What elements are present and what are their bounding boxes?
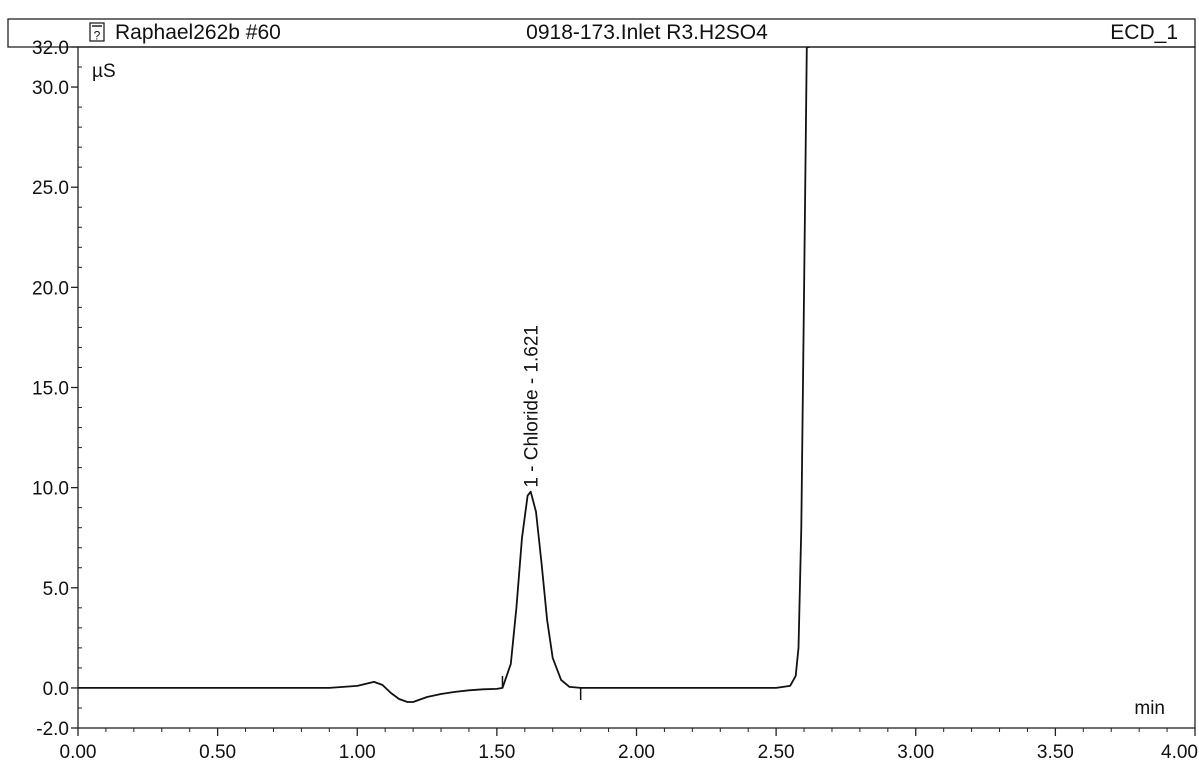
y-axis-unit-label: µS xyxy=(92,61,116,82)
y-tick-label: -2.0 xyxy=(36,719,69,740)
y-axis: -2.0 0.0 5.0 10.0 15.0 20.0 25.0 30.0 32.0 xyxy=(32,38,82,740)
x-tick-label: 0.50 xyxy=(199,742,236,763)
x-tick-label: 4.00 xyxy=(1161,742,1198,763)
integration-marks xyxy=(501,675,582,700)
header-bar xyxy=(7,18,1196,48)
peak-label: 1 - Chloride - 1.621 xyxy=(522,325,543,488)
peak-labels: 1 - Chloride - 1.621 xyxy=(522,325,543,488)
signal-trace xyxy=(78,47,810,703)
x-tick-label: 0.00 xyxy=(60,742,97,763)
x-tick-label: 3.50 xyxy=(1037,742,1074,763)
x-tick-label: 2.00 xyxy=(618,742,655,763)
y-tick-label: 5.0 xyxy=(43,579,69,600)
x-tick-label: 1.00 xyxy=(339,742,376,763)
x-tick-label: 2.50 xyxy=(758,742,795,763)
y-tick-label: 20.0 xyxy=(32,278,69,299)
series-group xyxy=(78,47,810,703)
y-tick-label: 15.0 xyxy=(32,379,69,400)
x-axis: 0.00 0.50 1.00 1.50 2.00 2.50 3.00 3.50 4.00 xyxy=(60,728,1198,763)
question-document-icon: ? xyxy=(89,22,105,43)
x-axis-unit-label: min xyxy=(1134,698,1165,719)
y-tick-label: 30.0 xyxy=(32,78,69,99)
x-tick-label: 3.00 xyxy=(897,742,934,763)
y-tick-label: 25.0 xyxy=(32,178,69,199)
y-tick-label: 0.0 xyxy=(43,679,69,700)
svg-text:?: ? xyxy=(94,29,101,43)
y-tick-label: 10.0 xyxy=(32,479,69,500)
y-tick-label: 32.0 xyxy=(32,38,69,59)
method-name: 0918-173.Inlet R3.H2SO4 xyxy=(526,21,768,44)
sample-name: Raphael262b #60 xyxy=(115,21,281,44)
x-tick-label: 1.50 xyxy=(478,742,515,763)
plot-frame xyxy=(77,46,1196,729)
channel-name: ECD_1 xyxy=(1110,21,1178,44)
